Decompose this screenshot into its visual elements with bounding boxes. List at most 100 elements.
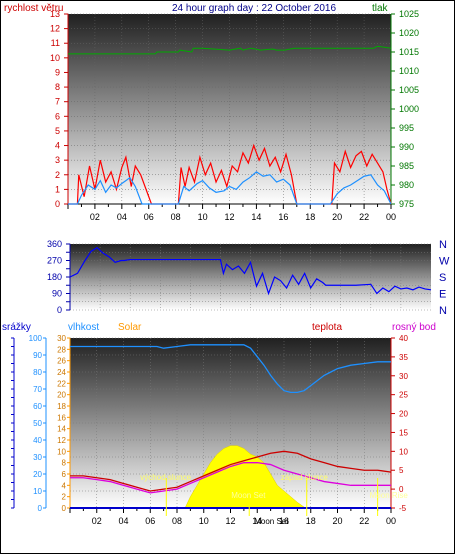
x-tick-label: 18 <box>305 212 315 222</box>
y-tick-label: 6 <box>55 111 60 121</box>
panel3-annotations: východ slunce západ slunce Moon Set Moon Ri… <box>140 473 408 526</box>
compass-letter: E <box>439 289 446 301</box>
x-tick-label: 04 <box>117 212 127 222</box>
wind-direction-series <box>69 246 432 296</box>
x-tick-label: 22 <box>359 516 369 526</box>
humidity-tick-label: 70 <box>33 385 42 394</box>
temperature-tick-label: -5 <box>399 504 407 513</box>
y-tick-label: 1000 <box>399 104 419 114</box>
temperature-tick-label: 25 <box>399 391 408 400</box>
x-tick-label: 08 <box>171 212 181 222</box>
x-tick-label: 00 <box>386 212 396 222</box>
solar-tick-label: 20 <box>57 391 66 400</box>
humidity-tick-label: 100 <box>29 334 43 343</box>
panel1-plot-area <box>68 14 391 204</box>
y-tick-label: 1020 <box>399 28 419 38</box>
compass-letter: N <box>439 305 447 317</box>
y-tick-label: 10 <box>50 53 60 63</box>
y-tick-label: 12 <box>50 24 60 34</box>
y-tick-label: 975 <box>399 199 414 209</box>
y-tick-label: 985 <box>399 161 414 171</box>
solar-tick-label: 30 <box>57 334 66 343</box>
x-tick-label: 22 <box>359 212 369 222</box>
solar-tick-label: 28 <box>57 345 66 354</box>
y-tick-label: 1005 <box>399 85 419 95</box>
humidity-tick-label: 20 <box>33 470 42 479</box>
x-tick-label: 08 <box>172 516 182 526</box>
humidity-tick-label: 50 <box>33 419 42 428</box>
rain-label: srážky <box>2 322 31 333</box>
wind-average-series <box>68 171 392 205</box>
y-tick-label: 270 <box>47 256 62 266</box>
x-tick-label: 10 <box>199 516 209 526</box>
pressure-series <box>68 45 392 55</box>
y-tick-label: 0 <box>57 305 62 315</box>
panel1-right-axis: 975 980 985 990 995 1000 1005 1010 1015 1020 1025 <box>390 9 419 209</box>
y-tick-label: 5 <box>55 126 60 136</box>
humidity-label: vlhkost <box>68 322 99 333</box>
x-tick-label: 20 <box>332 212 342 222</box>
x-tick-label: 12 <box>224 212 234 222</box>
solar-tick-label: 6 <box>62 470 67 479</box>
x-tick-label: 18 <box>306 516 316 526</box>
temperature-tick-label: 15 <box>399 428 408 437</box>
compass-letter: S <box>439 272 446 284</box>
x-tick-label: 06 <box>144 212 154 222</box>
x-tick-label: 16 <box>279 516 289 526</box>
humidity-tick-label: 80 <box>33 368 42 377</box>
temperature-tick-label: 30 <box>399 372 408 381</box>
y-tick-label: 1010 <box>399 66 419 76</box>
y-tick-label: 3 <box>55 155 60 165</box>
pressure-label: tlak <box>372 3 389 14</box>
y-tick-label: 13 <box>50 9 60 19</box>
sunset-label: západ slunce <box>281 473 329 482</box>
y-tick-label: 2 <box>55 170 60 180</box>
x-tick-label: 10 <box>198 212 208 222</box>
solar-tick-label: 14 <box>57 425 66 434</box>
y-tick-label: 7 <box>55 97 60 107</box>
y-tick-label: 8 <box>55 82 60 92</box>
solar-tick-label: 22 <box>57 379 66 388</box>
moonset-axis-label: Moon Set <box>254 517 289 526</box>
y-tick-label: 9 <box>55 67 60 77</box>
humidity-series <box>70 344 391 394</box>
temperature-series <box>70 450 392 492</box>
humidity-tick-label: 10 <box>33 487 42 496</box>
y-tick-label: 980 <box>399 180 414 190</box>
humidity-tick-label: 60 <box>33 402 42 411</box>
temperature-label: teplota <box>312 322 342 333</box>
temperature-tick-label: 40 <box>399 334 408 343</box>
solar-label: Solar <box>118 322 142 333</box>
humidity-tick-label: 30 <box>33 453 42 462</box>
solar-series <box>184 445 307 509</box>
solar-tick-label: 0 <box>62 504 67 513</box>
x-tick-label: 06 <box>145 516 155 526</box>
solar-tick-label: 16 <box>57 413 66 422</box>
x-tick-label: 12 <box>225 516 235 526</box>
x-tick-label: 00 <box>386 516 396 526</box>
temperature-tick-label: 0 <box>399 485 404 494</box>
x-tick-label: 02 <box>92 516 102 526</box>
y-tick-label: 1 <box>55 184 60 194</box>
temperature-tick-label: 20 <box>399 410 408 419</box>
temperature-tick-label: 10 <box>399 447 408 456</box>
x-tick-label: 04 <box>118 516 128 526</box>
solar-tick-label: 24 <box>57 368 66 377</box>
y-tick-label: 90 <box>52 289 62 299</box>
dewpoint-series <box>70 462 391 494</box>
temperature-tick-label: 35 <box>399 353 408 362</box>
moonrise-label: Moon Rise <box>370 491 409 500</box>
humidity-tick-label: 40 <box>33 436 42 445</box>
solar-tick-label: 26 <box>57 357 66 366</box>
x-tick-label: 16 <box>278 212 288 222</box>
wind-speed-label: rychlost větru <box>4 3 63 14</box>
graph-title: 24 hour graph day : 22 October 2016 <box>172 3 336 14</box>
y-tick-label: 360 <box>47 239 62 249</box>
wind-gust-series <box>68 143 392 205</box>
y-tick-label: 1025 <box>399 9 419 19</box>
x-tick-label: 20 <box>332 516 342 526</box>
solar-tick-label: 10 <box>57 447 66 456</box>
